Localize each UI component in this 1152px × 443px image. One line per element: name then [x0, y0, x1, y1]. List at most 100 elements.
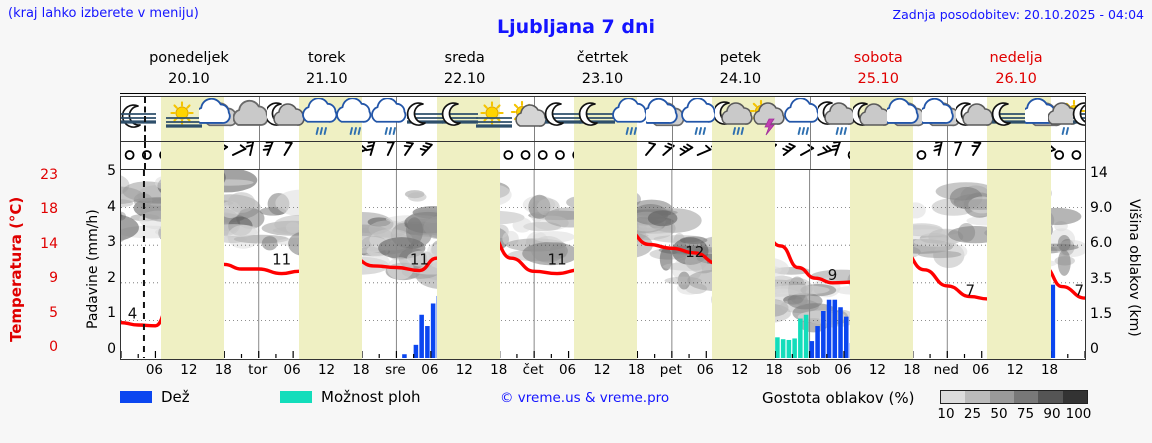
wind-barb-panel: [120, 142, 1086, 170]
x-tick-label: 18: [214, 362, 232, 378]
x-tick-label: 12: [593, 362, 611, 378]
x-tick-label: 06: [558, 362, 577, 378]
cloud-density-number-25: 25: [963, 406, 982, 422]
x-tick-label: pet: [659, 362, 682, 378]
daylight-band: [987, 142, 1051, 169]
cloud-height-axis-label: Višina oblakov (km): [1126, 199, 1142, 337]
daylight-band: [298, 170, 362, 359]
forecast-plot: 41511141118111812169157137: [120, 170, 1086, 360]
location-menu-note[interactable]: (kraj lahko izberete v meniju): [8, 6, 199, 21]
precipitation-tick-1: 1: [107, 305, 116, 322]
current-time-marker: [143, 142, 146, 169]
day-name: ponedeljek: [149, 50, 229, 66]
temperature-axis-label: Temperatura (°C): [7, 196, 25, 342]
day-header-četrtek: četrtek 23.10: [534, 48, 672, 92]
x-axis-tick-labels: 06 12 18 tor 06 12 18 sre 06 12 18 čet 06 12 18 pet 06 12…: [120, 362, 1086, 380]
daylight-band: [712, 170, 776, 359]
cloud-density-cell-50: [989, 391, 1014, 403]
sun-fog-icon: [164, 98, 204, 140]
day-header-torek: torek 21.10: [258, 48, 396, 92]
day-name: torek: [308, 50, 346, 66]
cloud-rain-icon: [370, 97, 411, 140]
moon-fog-icon: [440, 98, 480, 140]
day-name: sreda: [444, 50, 485, 66]
legend-item-rain: Dež: [120, 388, 190, 406]
copyright-link[interactable]: © vreme.us & vreme.pro: [500, 390, 670, 406]
daylight-band: [712, 142, 776, 169]
moon-fog-icon: [405, 98, 445, 140]
rain-color-swatch: [120, 391, 152, 403]
moon-fog-icon: [577, 98, 617, 140]
temperature-value-label: 7: [1074, 281, 1084, 299]
precipitation-tick-4: 4: [107, 198, 116, 215]
weather-icon-panel: [120, 96, 1086, 142]
day-date: 20.10: [168, 70, 210, 87]
day-separator: [258, 142, 260, 169]
grid-lines: [121, 170, 1085, 358]
moon-cloud-icon: [265, 98, 307, 140]
x-tick-label: 12: [1006, 362, 1024, 378]
cloud-height-tick-1.5: 1.5: [1090, 305, 1113, 322]
x-tick-label: 06: [696, 362, 714, 378]
precipitation-tick-5: 5: [107, 163, 116, 179]
temperature-value-label: 7: [965, 281, 975, 299]
x-tick-label: 06: [834, 362, 852, 378]
daylight-band: [298, 142, 362, 169]
x-tick-label: 18: [490, 362, 508, 378]
showers-color-swatch: [280, 391, 312, 403]
x-tick-label: 12: [455, 362, 473, 378]
x-tick-label: ned: [933, 362, 959, 378]
moon-fog-icon: [543, 98, 583, 140]
day-separator: [947, 142, 949, 169]
day-date: 22.10: [443, 70, 486, 87]
daylight-band: [849, 142, 913, 169]
cloud-height-tick-9.0: 9.0: [1090, 200, 1113, 217]
cloud-height-tick-6.0: 6.0: [1090, 235, 1113, 252]
cloud-rain-icon: [301, 97, 342, 140]
day-name: četrtek: [576, 50, 629, 66]
day-separator: [396, 142, 398, 169]
temperature-value-label: 12: [685, 243, 704, 261]
day-date: 26.10: [995, 70, 1037, 87]
temperature-value-label: 11: [548, 251, 567, 269]
x-tick-label: tor: [248, 362, 268, 378]
day-header-petek: petek 24.10: [671, 48, 809, 92]
cloud-density-cell-100: [1062, 391, 1087, 403]
cloud-height-tick-0: 0: [1090, 341, 1099, 357]
cloud-density-legend-label: Gostota oblakov (%): [762, 389, 915, 407]
day-name: petek: [719, 50, 761, 66]
day-date: 24.10: [719, 70, 762, 87]
cloud-density-cell-10: [941, 391, 966, 403]
daylight-band: [849, 170, 913, 359]
x-tick-label: 06: [972, 362, 990, 378]
x-tick-label: 18: [1040, 362, 1059, 378]
daylight-band: [161, 142, 225, 169]
day-header-nedelja: nedelja 26.10: [947, 48, 1085, 92]
x-tick-label: sre: [385, 362, 406, 378]
day-header-sobota: sobota 25.10: [809, 48, 947, 92]
temperature-tick-18: 18: [40, 201, 58, 218]
x-tick-label: 18: [765, 362, 783, 378]
temperature-tick-23: 23: [40, 167, 58, 183]
cloud-rain-icon: [336, 97, 376, 140]
cloud-density-scale: [940, 390, 1088, 404]
legend-label-rain: Dež: [161, 388, 190, 406]
temperature-tick-5: 5: [49, 304, 58, 321]
cloud-density-cell-90: [1038, 391, 1063, 403]
x-tick-label: 18: [627, 362, 646, 378]
header-divider: [120, 93, 1086, 94]
chart-legend: Dež Možnost ploh: [120, 388, 720, 412]
cloud-density-number-100: 100: [1065, 406, 1092, 422]
sun-fog-icon: [474, 98, 514, 140]
cloud-density-number-10: 10: [937, 406, 955, 422]
x-tick-label: čet: [522, 362, 544, 378]
day-separator: [671, 142, 673, 169]
precipitation-tick-0: 0: [107, 341, 116, 357]
cloud-density-cell-75: [1013, 391, 1039, 403]
daylight-band: [436, 142, 500, 169]
x-tick-label: 12: [180, 362, 198, 378]
cloud-rain-icon: [611, 97, 652, 140]
x-tick-label: 06: [145, 362, 164, 378]
page-title: Ljubljana 7 dni: [496, 16, 656, 38]
temperature-value-label: 4: [128, 304, 138, 322]
